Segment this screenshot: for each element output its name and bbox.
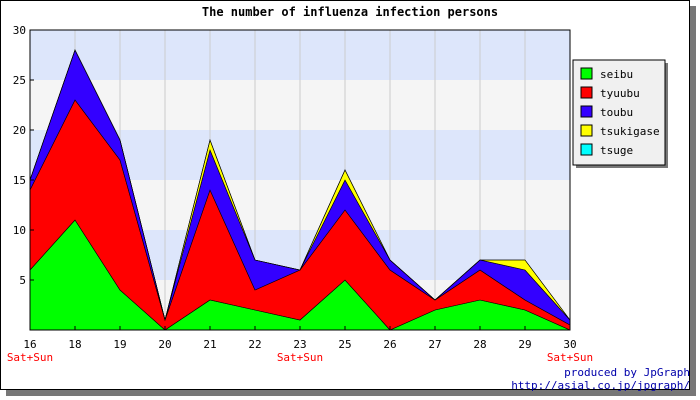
weekend-label: Sat+Sun bbox=[7, 351, 53, 364]
legend-label-tyuubu: tyuubu bbox=[600, 87, 640, 100]
y-tick-label: 5 bbox=[19, 274, 26, 287]
legend-label-tsukigase: tsukigase bbox=[600, 125, 660, 138]
y-tick-label: 15 bbox=[13, 174, 26, 187]
frame-shadow-right bbox=[690, 6, 696, 396]
x-tick-label: 21 bbox=[203, 338, 216, 351]
footer-url[interactable]: http://asial.co.jp/jpgraph/ bbox=[511, 379, 690, 392]
legend-swatch-tsuge bbox=[580, 143, 593, 156]
x-tick-label: 22 bbox=[248, 338, 261, 351]
x-tick-label: 30 bbox=[563, 338, 576, 351]
x-tick-label: 16 bbox=[23, 338, 36, 351]
x-tick-label: 19 bbox=[113, 338, 126, 351]
frame-shadow-bottom bbox=[6, 390, 696, 396]
x-tick-label: 26 bbox=[383, 338, 396, 351]
x-tick-label: 25 bbox=[338, 338, 351, 351]
y-tick-label: 10 bbox=[13, 224, 26, 237]
x-tick-label: 18 bbox=[68, 338, 81, 351]
chart-title: The number of influenza infection person… bbox=[202, 5, 498, 19]
legend-label-toubu: toubu bbox=[600, 106, 633, 119]
legend-swatch-toubu bbox=[580, 105, 593, 118]
x-tick-label: 20 bbox=[158, 338, 171, 351]
weekend-label: Sat+Sun bbox=[547, 351, 593, 364]
y-tick-label: 30 bbox=[13, 24, 26, 37]
legend-label-seibu: seibu bbox=[600, 68, 633, 81]
legend-swatch-tyuubu bbox=[580, 86, 593, 99]
x-tick-label: 29 bbox=[518, 338, 531, 351]
y-tick-label: 25 bbox=[13, 74, 26, 87]
x-tick-label: 28 bbox=[473, 338, 486, 351]
footer-produced-by: produced by JpGraph bbox=[564, 366, 690, 379]
y-tick-label: 20 bbox=[13, 124, 26, 137]
weekend-label: Sat+Sun bbox=[277, 351, 323, 364]
x-tick-label: 23 bbox=[293, 338, 306, 351]
y-axis: 5 10 15 20 25 30 bbox=[13, 24, 34, 287]
x-tick-label: 27 bbox=[428, 338, 441, 351]
legend-swatch-seibu bbox=[580, 67, 593, 80]
legend: seibu tyuubu toubu tsukigase tsuge bbox=[572, 59, 668, 168]
legend-label-tsuge: tsuge bbox=[600, 144, 633, 157]
legend-swatch-tsukigase bbox=[580, 124, 593, 137]
